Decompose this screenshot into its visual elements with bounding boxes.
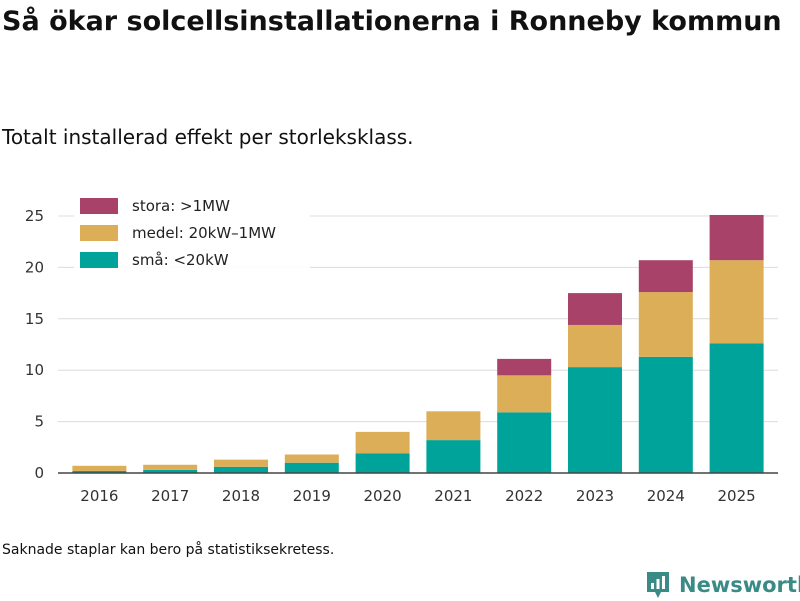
footnote: Saknade staplar kan bero på statistiksek… [2, 542, 335, 558]
legend-label: stora: >1MW [132, 197, 230, 215]
x-tick-label: 2018 [222, 487, 260, 505]
legend-swatch [80, 225, 118, 241]
legend-swatch [80, 252, 118, 268]
bar-segment [355, 431, 410, 454]
bar-segment [497, 375, 552, 413]
bar-segment [568, 293, 622, 325]
x-tick-label: 2024 [647, 487, 685, 505]
legend-swatch [80, 198, 118, 214]
bar-segment [568, 324, 622, 368]
chart-title: Så ökar solcellsinstallationerna i Ronne… [2, 6, 782, 37]
y-tick-label: 10 [25, 361, 44, 379]
bar-segment [214, 466, 268, 473]
y-tick-label: 20 [25, 258, 44, 276]
y-tick-label: 5 [34, 413, 44, 431]
x-tick-label: 2022 [505, 487, 543, 505]
x-tick-label: 2025 [718, 487, 756, 505]
x-tick-label: 2023 [576, 487, 614, 505]
bar-segment [709, 343, 764, 473]
y-tick-label: 0 [34, 464, 44, 482]
bar-segment [638, 292, 693, 357]
bar-segment [143, 469, 198, 473]
brand-logo: Newsworthy [645, 569, 800, 601]
brand-name: Newsworthy [679, 573, 800, 597]
bar-segment [426, 440, 481, 473]
bar-segment [284, 462, 339, 473]
bar-segment [638, 356, 693, 473]
x-tick-label: 2019 [293, 487, 331, 505]
bar-segment [214, 459, 268, 467]
bar-segment [709, 260, 764, 344]
bar-segment [497, 358, 552, 376]
x-tick-label: 2020 [364, 487, 402, 505]
bar-segment [72, 465, 127, 471]
bar-segment [284, 454, 339, 463]
bar-segment [709, 214, 764, 261]
bar-segment [568, 367, 622, 473]
newsworthy-logo-icon [647, 572, 669, 598]
legend-label: små: <20kW [132, 251, 229, 269]
bar-segment [355, 453, 410, 473]
bar-segment [426, 411, 481, 441]
chart-subtitle: Totalt installerad effekt per storlekskl… [2, 125, 414, 149]
bar-segment [72, 470, 127, 473]
bar-segment [143, 464, 198, 470]
bar-segment [638, 260, 693, 293]
x-tick-label: 2017 [151, 487, 189, 505]
y-tick-label: 25 [25, 207, 44, 225]
x-tick-label: 2021 [434, 487, 472, 505]
x-tick-label: 2016 [80, 487, 118, 505]
legend-label: medel: 20kW–1MW [132, 224, 276, 242]
y-tick-label: 15 [25, 310, 44, 328]
bar-segment [497, 412, 552, 473]
